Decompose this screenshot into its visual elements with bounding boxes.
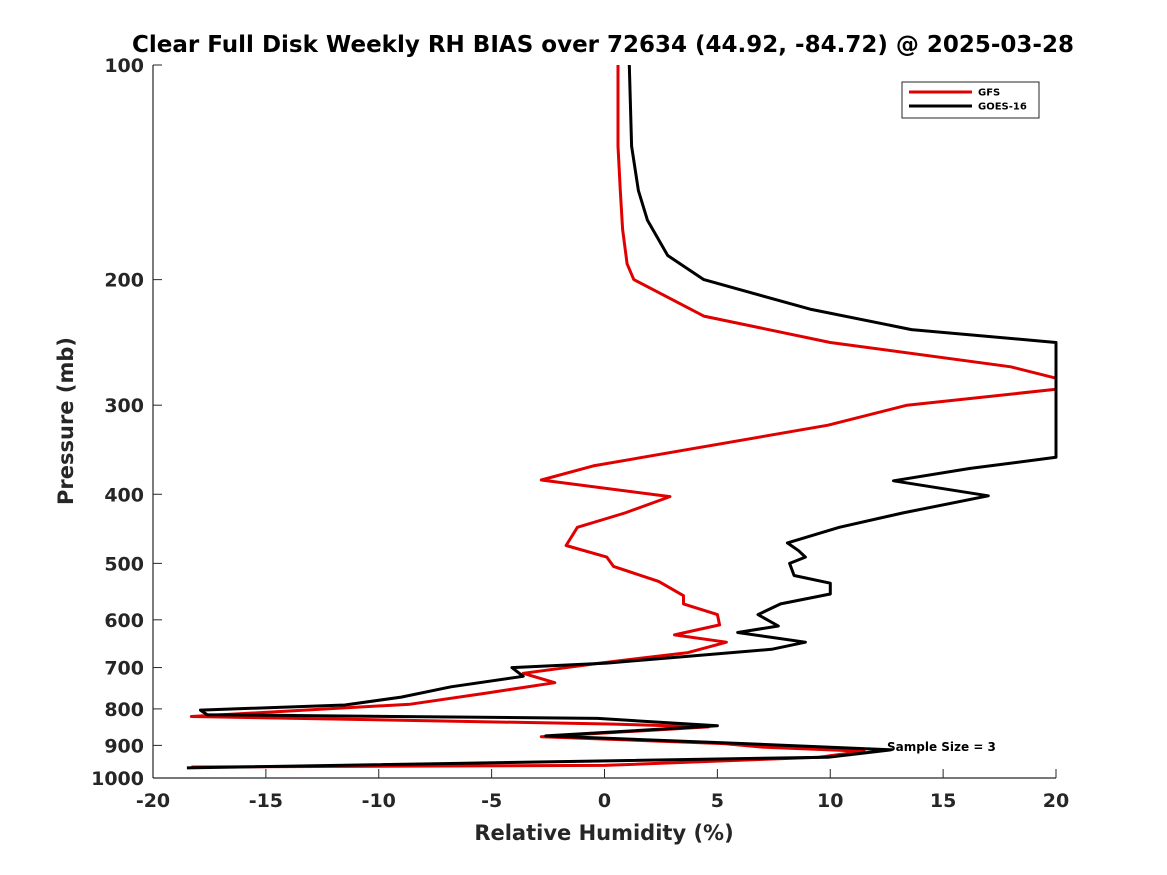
y-tick-label: 700: [104, 658, 144, 680]
chart-title: Clear Full Disk Weekly RH BIAS over 7263…: [132, 32, 1074, 58]
legend: GFS GOES-16: [901, 81, 1040, 119]
y-tick-label: 800: [104, 699, 144, 721]
x-tick-label: 5: [711, 790, 724, 812]
x-tick-label: 0: [598, 790, 611, 812]
y-axis-ticks: 100 200 300 400 500 600 700 800 900 1000: [91, 55, 162, 790]
y-tick-label: 500: [104, 553, 144, 575]
x-axis-ticks: -20 -15 -10 -5 0 5 10 15 20: [136, 769, 1069, 812]
plot-area: [153, 65, 1056, 778]
y-tick-label: 900: [104, 735, 144, 757]
series-line-goes-16: [186, 64, 1058, 770]
legend-label-goes16: GOES-16: [978, 102, 1027, 113]
legend-box: [901, 81, 1040, 119]
x-tick-label: 20: [1043, 790, 1069, 812]
x-tick-label: -20: [136, 790, 170, 812]
y-tick-label: 100: [104, 55, 144, 77]
x-axis-label: Relative Humidity (%): [474, 821, 733, 845]
y-tick-label: 300: [104, 395, 144, 417]
y-axis-label: Pressure (mb): [54, 337, 78, 505]
series-lines: [186, 64, 1058, 770]
x-tick-label: 15: [930, 790, 956, 812]
x-tick-label: -10: [362, 790, 396, 812]
x-tick-label: 10: [817, 790, 843, 812]
x-tick-label: -15: [249, 790, 283, 812]
x-tick-label: -5: [481, 790, 502, 812]
legend-label-gfs: GFS: [978, 88, 1000, 99]
sample-size-annotation: Sample Size = 3: [887, 740, 996, 754]
y-tick-label: 1000: [91, 768, 144, 790]
y-tick-label: 400: [104, 484, 144, 506]
y-tick-label: 600: [104, 610, 144, 632]
y-tick-label: 200: [104, 270, 144, 292]
